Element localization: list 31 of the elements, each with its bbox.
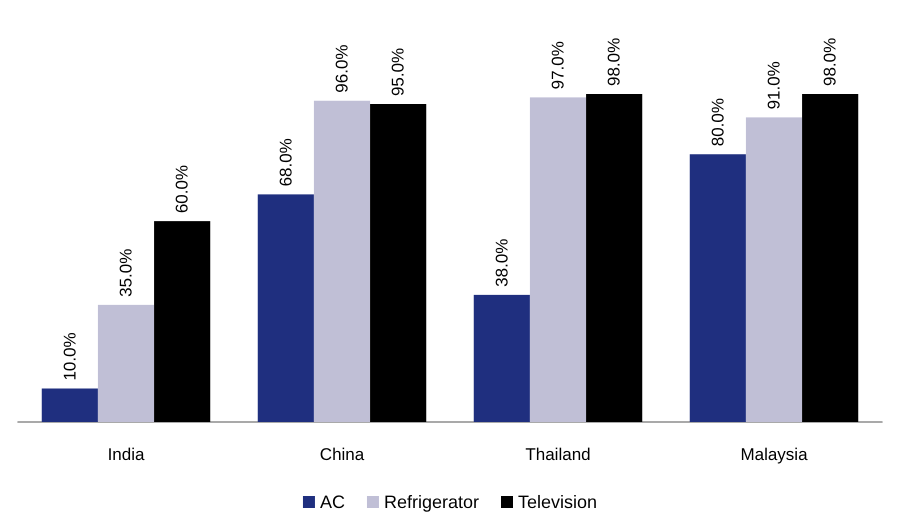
x-tick-label: China bbox=[320, 445, 365, 464]
bar bbox=[530, 97, 586, 422]
bar bbox=[42, 388, 98, 422]
bar bbox=[474, 294, 530, 422]
legend-label: Television bbox=[518, 492, 598, 512]
data-label: 97.0% bbox=[548, 41, 568, 90]
data-label: 96.0% bbox=[332, 44, 352, 93]
data-label: 10.0% bbox=[60, 332, 80, 381]
x-tick-label: India bbox=[108, 445, 145, 464]
bar bbox=[802, 94, 858, 422]
bar bbox=[154, 221, 210, 422]
data-label: 91.0% bbox=[764, 61, 784, 110]
bar bbox=[746, 117, 802, 422]
data-label: 60.0% bbox=[172, 164, 192, 214]
bar bbox=[370, 104, 426, 422]
data-label: 38.0% bbox=[492, 238, 512, 287]
data-label: 98.0% bbox=[604, 38, 624, 86]
bar bbox=[98, 304, 154, 422]
data-label: 35.0% bbox=[116, 248, 136, 297]
data-label: 68.0% bbox=[276, 138, 296, 186]
bar bbox=[258, 194, 314, 422]
bar bbox=[586, 94, 642, 422]
bar bbox=[314, 100, 370, 422]
x-tick-label: Thailand bbox=[525, 445, 591, 464]
data-label: 98.0% bbox=[820, 38, 840, 86]
x-tick-label: Malaysia bbox=[740, 445, 808, 464]
data-label: 80.0% bbox=[708, 98, 728, 146]
data-label: 95.0% bbox=[388, 48, 408, 96]
legend-label: AC bbox=[320, 492, 345, 512]
legend-label: Refrigerator bbox=[384, 492, 480, 512]
bar bbox=[690, 154, 746, 422]
